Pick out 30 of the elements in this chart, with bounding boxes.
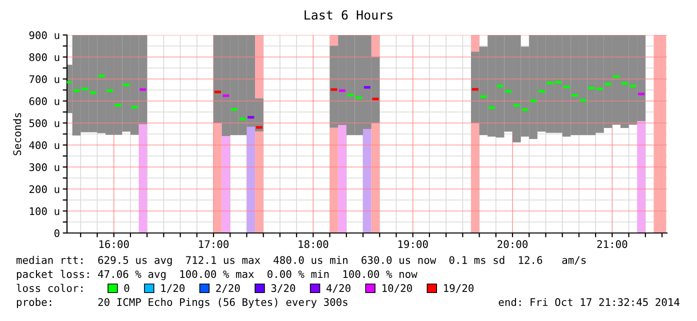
text: packet loss: 47.06 % avg 100.00 % max 0.00 % min 100.00 % now [16, 270, 418, 280]
x-tick-label: 18:00 [298, 240, 328, 248]
legend-label: 1/20 [161, 284, 185, 293]
y-tick-label: 300 u [29, 163, 60, 172]
y-tick-label: 0 [54, 229, 60, 238]
y-tick-label: 600 u [29, 97, 60, 106]
x-tick-label: 16:00 [99, 240, 129, 248]
y-tick-label: 400 u [29, 141, 60, 150]
legend-label: 2/20 [216, 284, 240, 293]
legend-label: 10/20 [382, 284, 412, 293]
chart-title: Last 6 Hours [304, 10, 392, 20]
x-tick-label: 20:00 [498, 240, 528, 248]
y-tick-label: 900 u [29, 31, 60, 40]
legend-label: 4/20 [326, 284, 350, 293]
x-tick-label: 17:00 [199, 240, 229, 248]
legend-title: loss color: [16, 284, 82, 292]
y-tick-label: 100 u [30, 207, 60, 216]
legend-label: 3/20 [271, 284, 296, 293]
y-tick-label: 200 u [29, 185, 60, 194]
legend-label: 0 [124, 284, 130, 292]
text: end: Fri Oct 17 21:32:45 2014 [498, 298, 680, 306]
x-tick-label: 21:00 [597, 240, 628, 248]
text: probe: 20 ICMP Echo Pings (56 Bytes) every 300s [16, 298, 348, 308]
y-tick-label: 500 u [29, 119, 60, 128]
x-tick-label: 19:00 [398, 240, 428, 248]
text: median rtt: 629.5 us avg 712.1 us max 480.0 us min 630.0 us now 0.1 ms sd 12.6 am/s [16, 256, 586, 266]
y-tick-label: 700 u [29, 75, 60, 84]
legend-label: 19/20 [444, 284, 474, 293]
y-axis-title: Seconds [13, 113, 22, 156]
y-tick-label: 800 u [29, 53, 60, 62]
